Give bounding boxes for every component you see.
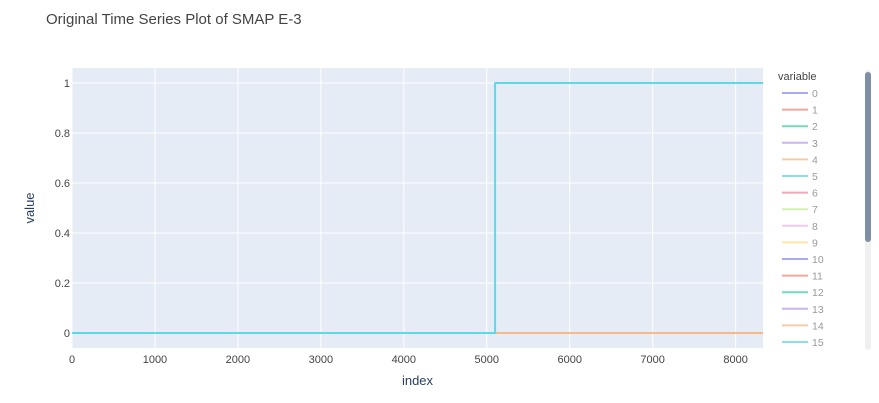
legend-item-11[interactable]: 11 bbox=[782, 271, 823, 283]
series-lines bbox=[72, 82, 763, 334]
legend-label: 11 bbox=[812, 271, 823, 283]
legend-title: variable bbox=[778, 71, 817, 83]
y-tick-label: 1 bbox=[64, 78, 70, 90]
x-tick-label: 6000 bbox=[557, 354, 581, 366]
legend-label: 2 bbox=[812, 121, 818, 133]
legend-label: 5 bbox=[812, 171, 818, 183]
legend-item-5[interactable]: 5 bbox=[782, 171, 818, 183]
legend-label: 1 bbox=[812, 105, 818, 117]
x-tick-label: 7000 bbox=[640, 354, 664, 366]
x-tick-label: 8000 bbox=[723, 354, 747, 366]
x-tick-label: 1000 bbox=[143, 354, 167, 366]
legend-scrollbar[interactable] bbox=[865, 70, 871, 350]
legend-label: 0 bbox=[812, 88, 818, 100]
y-axis-title: value bbox=[22, 192, 37, 223]
legend-item-8[interactable]: 8 bbox=[782, 221, 818, 233]
legend-item-0[interactable]: 0 bbox=[782, 88, 818, 100]
y-tick-label: 0.4 bbox=[55, 228, 70, 240]
legend-label: 13 bbox=[812, 304, 824, 316]
legend-item-12[interactable]: 12 bbox=[782, 287, 824, 299]
plot-background bbox=[72, 68, 763, 348]
x-tick-label: 3000 bbox=[309, 354, 333, 366]
x-tick-label: 4000 bbox=[392, 354, 416, 366]
legend-item-1[interactable]: 1 bbox=[782, 105, 818, 117]
y-tick-label: 0 bbox=[64, 328, 70, 340]
legend-scrollbar-thumb[interactable] bbox=[865, 72, 871, 242]
x-tick-label: 2000 bbox=[226, 354, 250, 366]
y-tick-label: 0.6 bbox=[55, 178, 70, 190]
legend-item-13[interactable]: 13 bbox=[782, 304, 824, 316]
legend-label: 3 bbox=[812, 138, 818, 150]
y-tick-label: 0.8 bbox=[55, 128, 70, 140]
x-tick-label: 5000 bbox=[475, 354, 499, 366]
legend-item-14[interactable]: 14 bbox=[782, 320, 824, 332]
legend-item-7[interactable]: 7 bbox=[782, 204, 818, 216]
legend-label: 12 bbox=[812, 287, 824, 299]
x-tick-labels: 0 1000 2000 3000 4000 5000 6000 7000 8000 bbox=[69, 354, 748, 366]
legend-label: 10 bbox=[812, 254, 824, 266]
legend-item-4[interactable]: 4 bbox=[782, 154, 818, 166]
legend-item-9[interactable]: 9 bbox=[782, 237, 818, 249]
series-line-15 bbox=[72, 82, 763, 334]
legend-label: 7 bbox=[812, 204, 818, 216]
legend-item-2[interactable]: 2 bbox=[782, 121, 818, 133]
y-tick-label: 0.2 bbox=[55, 278, 70, 290]
x-gridlines bbox=[71, 68, 737, 348]
legend-label: 8 bbox=[812, 221, 818, 233]
legend-label: 6 bbox=[812, 188, 818, 200]
legend-item-3[interactable]: 3 bbox=[782, 138, 818, 150]
legend-label: 9 bbox=[812, 237, 818, 249]
legend-item-10[interactable]: 10 bbox=[782, 254, 824, 266]
chart-title: Original Time Series Plot of SMAP E-3 bbox=[46, 11, 302, 28]
legend-label: 14 bbox=[812, 320, 824, 332]
legend-item-15[interactable]: 15 bbox=[782, 337, 824, 349]
y-tick-labels: 0 0.2 0.4 0.6 0.8 1 bbox=[55, 78, 70, 340]
x-tick-label: 0 bbox=[69, 354, 75, 366]
legend-label: 4 bbox=[812, 154, 818, 166]
legend-label: 15 bbox=[812, 337, 824, 349]
x-axis-title: index bbox=[402, 373, 434, 388]
legend-item-6[interactable]: 6 bbox=[782, 188, 818, 200]
